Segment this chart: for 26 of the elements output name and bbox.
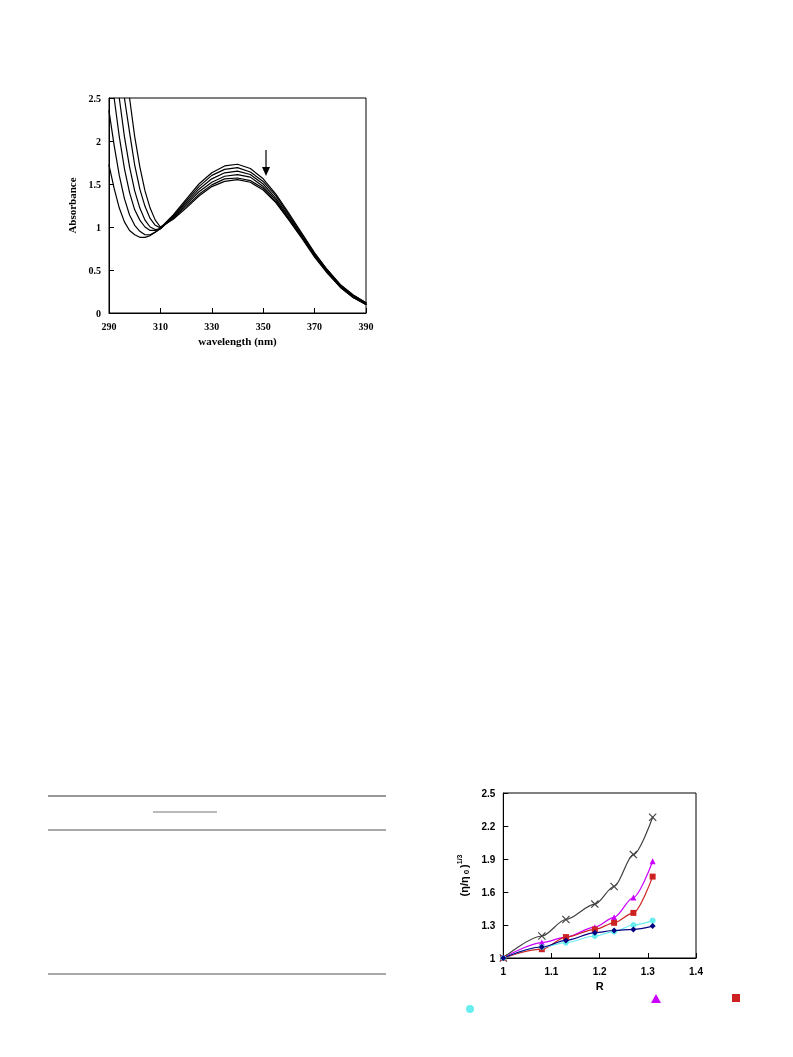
x-axis-title: wavelength (nm) (198, 335, 278, 349)
x-tick-label: 370 (307, 320, 323, 332)
y-tick-label: 1 (489, 952, 496, 964)
x-axis-title: R (595, 980, 604, 993)
y-axis-title: Absorbance (65, 177, 78, 234)
x-tick-label: 330 (204, 320, 220, 332)
y-tick-label: 1 (96, 221, 101, 233)
y-tick-label: 1.9 (481, 853, 496, 865)
x-tick-label: 390 (358, 320, 374, 332)
y-tick-label: 1.3 (481, 919, 496, 931)
x-tick-label: 1 (500, 965, 507, 977)
x-tick-label: 1.4 (689, 965, 704, 977)
x-tick-label: 1.2 (592, 965, 608, 977)
x-tick-label: 1.1 (544, 965, 559, 977)
y-tick-label: 2 (96, 135, 101, 147)
x-tick-label: 290 (101, 320, 117, 332)
y-tick-label: 0.5 (88, 264, 101, 276)
x-tick-label: 350 (255, 320, 271, 332)
y-tick-label: 1.5 (88, 178, 101, 190)
y-tick-label: 1.6 (481, 886, 496, 898)
y-tick-label: 0 (96, 307, 101, 319)
y-tick-label: 2.2 (481, 820, 496, 832)
x-tick-label: 310 (152, 320, 168, 332)
y-tick-label: 2.5 (88, 92, 101, 104)
x-tick-label: 1.3 (640, 965, 656, 977)
y-tick-label: 2.5 (481, 787, 496, 799)
